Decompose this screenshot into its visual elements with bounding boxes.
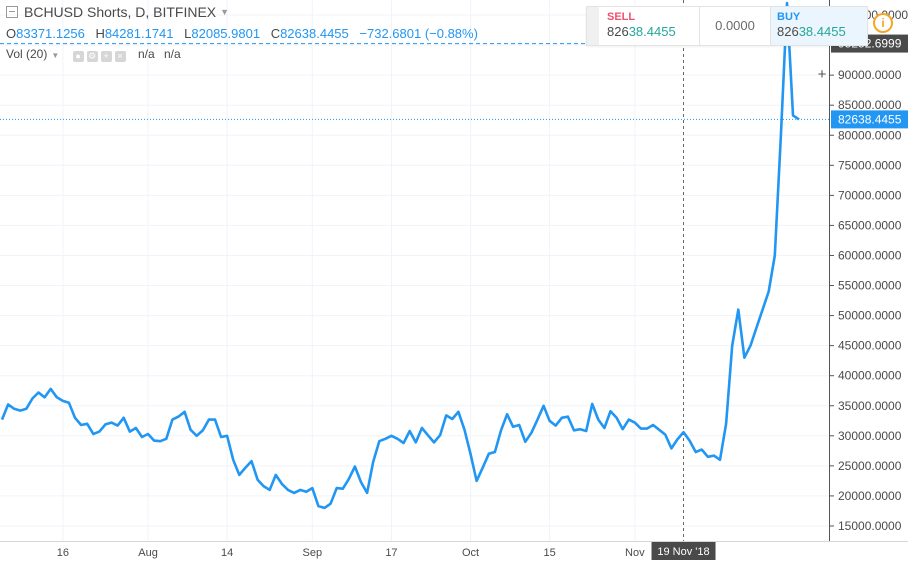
last-price-tag xyxy=(831,110,908,129)
y-tick-label: 55000.0000 xyxy=(838,279,902,293)
chevron-down-icon[interactable]: ▼ xyxy=(51,51,60,60)
volume-value-1: n/a xyxy=(137,47,155,61)
last-price-label: 82638.4455 xyxy=(838,112,902,126)
sell-button[interactable]: SELL 82638.4455 xyxy=(587,7,699,45)
chart-grid xyxy=(0,0,829,541)
info-icon[interactable]: i xyxy=(873,13,893,33)
y-tick-label: 65000.0000 xyxy=(838,218,902,232)
low-key: L xyxy=(184,26,192,41)
price-series-line xyxy=(0,1,800,510)
low-value: 82085.9801 xyxy=(191,26,261,41)
y-tick-label: 20000.0000 xyxy=(838,489,902,503)
high-value: 84281.1741 xyxy=(104,26,174,41)
x-tick-label: 16 xyxy=(57,547,69,559)
chevron-down-icon[interactable]: ▼ xyxy=(220,7,230,17)
y-tick-label: 15000.0000 xyxy=(838,519,902,533)
x-tick-label: Oct xyxy=(462,547,479,559)
sell-label: SELL xyxy=(607,11,636,23)
time-axis[interactable]: 16 Aug 14 Sep 17 Oct 15 Nov xyxy=(57,547,645,559)
x-tick-label: 15 xyxy=(544,547,556,559)
symbol-legend[interactable]: BCHUSD Shorts, D, BITFINEX ▼ xyxy=(6,4,229,20)
price-axis[interactable]: 100000.000095000.000090000.000085000.000… xyxy=(829,8,908,533)
buy-price-hi: 38.4455 xyxy=(798,24,846,39)
change-value: −732.6801 (−0.88%) xyxy=(359,26,478,41)
collapse-legend-icon[interactable] xyxy=(6,6,18,18)
crosshair-date-tag xyxy=(651,542,716,560)
y-tick-label: 45000.0000 xyxy=(838,339,902,353)
high-key: H xyxy=(95,26,105,41)
close-value: 82638.4455 xyxy=(280,26,349,41)
buy-price: 82638.4455 xyxy=(777,24,846,39)
y-tick-label: 85000.0000 xyxy=(838,98,902,112)
volume-value-2: n/a xyxy=(164,47,181,61)
close-key: C xyxy=(270,26,281,41)
ohlc-readout: O83371.1256 H84281.1741 L82085.9801 C826… xyxy=(6,26,485,41)
volume-label: Vol (20) xyxy=(6,47,48,61)
crosshair-date-label: 19 Nov '18 xyxy=(657,546,709,558)
x-tick-label: 17 xyxy=(385,547,397,559)
open-value: 83371.1256 xyxy=(16,26,85,41)
close-icon[interactable]: × xyxy=(114,51,126,62)
eye-icon[interactable]: ● xyxy=(72,51,84,62)
x-tick-label: 14 xyxy=(221,547,233,559)
sell-price-hi: 38.4455 xyxy=(628,24,676,39)
y-tick-label: 90000.0000 xyxy=(838,68,902,82)
trade-panel: SELL 82638.4455 0.0000 BUY 82638.4455 xyxy=(586,6,868,46)
y-tick-label: 50000.0000 xyxy=(838,309,902,323)
buy-button[interactable]: BUY 82638.4455 xyxy=(771,7,867,45)
y-tick-label: 60000.0000 xyxy=(838,248,902,262)
buy-label: BUY xyxy=(777,11,801,23)
y-tick-label: 25000.0000 xyxy=(838,459,902,473)
y-tick-label: 40000.0000 xyxy=(838,369,902,383)
y-tick-label: 30000.0000 xyxy=(838,429,902,443)
gear-icon[interactable]: ⚙ xyxy=(86,51,98,62)
add-alert-icon[interactable]: + xyxy=(817,66,827,83)
y-tick-label: 80000.0000 xyxy=(838,128,902,142)
volume-legend[interactable]: Vol (20) ▼ ● ⚙ + × n/a n/a xyxy=(6,47,181,62)
buy-price-main: 826 xyxy=(777,24,799,39)
y-tick-label: 75000.0000 xyxy=(838,158,902,172)
y-tick-label: 70000.0000 xyxy=(838,188,902,202)
sell-price-main: 826 xyxy=(607,24,629,39)
y-tick-label: 35000.0000 xyxy=(838,399,902,413)
x-tick-label: Nov xyxy=(625,547,645,559)
x-tick-label: Sep xyxy=(303,547,323,559)
sell-price: 82638.4455 xyxy=(607,24,676,39)
open-key: O xyxy=(6,26,17,41)
symbol-title: BCHUSD Shorts, D, BITFINEX xyxy=(24,4,217,20)
spread-value: 0.0000 xyxy=(699,7,771,45)
add-icon[interactable]: + xyxy=(100,51,112,62)
x-tick-label: Aug xyxy=(138,547,158,559)
